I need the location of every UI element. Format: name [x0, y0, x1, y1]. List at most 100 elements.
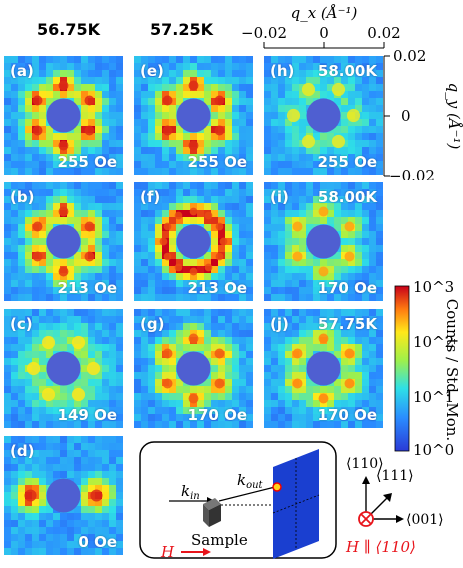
heatmap-cell [60, 520, 67, 527]
heatmap-cell [204, 161, 211, 168]
heatmap-cell [74, 541, 81, 548]
heatmap-cell [162, 112, 169, 119]
heatmap-cell [264, 238, 271, 245]
heatmap-cell [376, 63, 383, 70]
heatmap-cell [88, 231, 95, 238]
heatmap-cell [169, 414, 176, 421]
heatmap-cell [320, 91, 327, 98]
heatmap-cell [232, 294, 239, 301]
heatmap-cell [116, 386, 123, 393]
heatmap-cell [355, 161, 362, 168]
heatmap-cell [141, 224, 148, 231]
heatmap-cell [327, 400, 334, 407]
heatmap-cell [18, 133, 25, 140]
heatmap-cell [4, 379, 11, 386]
heatmap-cell [102, 182, 109, 189]
heatmap-cell [81, 379, 88, 386]
heatmap-cell [232, 182, 239, 189]
heatmap-cell [313, 70, 320, 77]
heatmap-cell [341, 407, 348, 414]
heatmap-cell [285, 365, 292, 372]
heatmap-cell [341, 133, 348, 140]
heatmap-cell [278, 182, 285, 189]
heatmap-cell [376, 112, 383, 119]
heatmap-cell [299, 386, 306, 393]
heatmap-cell [313, 414, 320, 421]
heatmap-cell [376, 133, 383, 140]
heatmap-cell [355, 358, 362, 365]
heatmap-cell [264, 133, 271, 140]
heatmap-cell [109, 203, 116, 210]
heatmap-cell [4, 196, 11, 203]
heatmap-cell [299, 91, 306, 98]
heatmap-cell [74, 252, 81, 259]
heatmap-cell [141, 414, 148, 421]
heatmap-cell [134, 84, 141, 91]
heatmap-cell [95, 386, 102, 393]
heatmap-cell [246, 287, 253, 294]
heatmap-cell [39, 161, 46, 168]
heatmap-cell [369, 112, 376, 119]
heatmap-cell [134, 386, 141, 393]
qy-tick-label: 0.02 [393, 50, 426, 65]
heatmap-cell [74, 189, 81, 196]
heatmap-cell [39, 119, 46, 126]
heatmap-cell [369, 63, 376, 70]
heatmap-cell [225, 112, 232, 119]
heatmap-cell [369, 294, 376, 301]
heatmap-cell [376, 84, 383, 91]
heatmap-cell [39, 548, 46, 555]
heatmap-cell [246, 210, 253, 217]
heatmap-cell [211, 63, 218, 70]
heatmap-cell [271, 182, 278, 189]
heatmap-cell [18, 273, 25, 280]
heatmap-cell [162, 400, 169, 407]
heatmap-cell [348, 245, 355, 252]
heatmap-cell [176, 189, 183, 196]
heatmap-cell [18, 337, 25, 344]
heatmap-cell [334, 266, 341, 273]
heatmap-cell [46, 147, 53, 154]
skyrmion-peak [318, 206, 329, 217]
heatmap-cell [285, 189, 292, 196]
heatmap-cell [102, 231, 109, 238]
heatmap-cell [285, 393, 292, 400]
heatmap-cell [95, 450, 102, 457]
heatmap-cell [204, 224, 211, 231]
heatmap-cell [32, 231, 39, 238]
heatmap-cell [116, 400, 123, 407]
heatmap-cell [162, 337, 169, 344]
heatmap-cell [109, 245, 116, 252]
heatmap-cell [95, 400, 102, 407]
heatmap-cell [32, 210, 39, 217]
heatmap-cell [211, 344, 218, 351]
heatmap-cell [264, 280, 271, 287]
heatmap-cell [190, 414, 197, 421]
heatmap-cell [102, 154, 109, 161]
heatmap-cell [299, 294, 306, 301]
heatmap-cell [285, 400, 292, 407]
heatmap-cell [341, 119, 348, 126]
heatmap-cell [320, 63, 327, 70]
heatmap-cell [46, 56, 53, 63]
heatmap-cell [218, 231, 225, 238]
heatmap-cell [109, 527, 116, 534]
heatmap-cell [211, 379, 218, 386]
heatmap-cell [148, 421, 155, 428]
heatmap-cell [169, 294, 176, 301]
skyrmion-peak [32, 125, 43, 136]
heatmap-cell [246, 393, 253, 400]
heatmap-cell [116, 457, 123, 464]
heatmap-cell [25, 105, 32, 112]
heatmap-cell [53, 337, 60, 344]
heatmap-cell [141, 386, 148, 393]
heatmap-cell [116, 91, 123, 98]
heatmap-cell [285, 259, 292, 266]
heatmap-cell [32, 407, 39, 414]
heatmap-cell [81, 294, 88, 301]
qy-axis: 0.02 0 −0.02 q_y (Å⁻¹) [383, 50, 463, 180]
heatmap-cell [32, 443, 39, 450]
heatmap-cell [204, 351, 211, 358]
skyrmion-peak [58, 266, 69, 277]
heatmap-cell [141, 140, 148, 147]
